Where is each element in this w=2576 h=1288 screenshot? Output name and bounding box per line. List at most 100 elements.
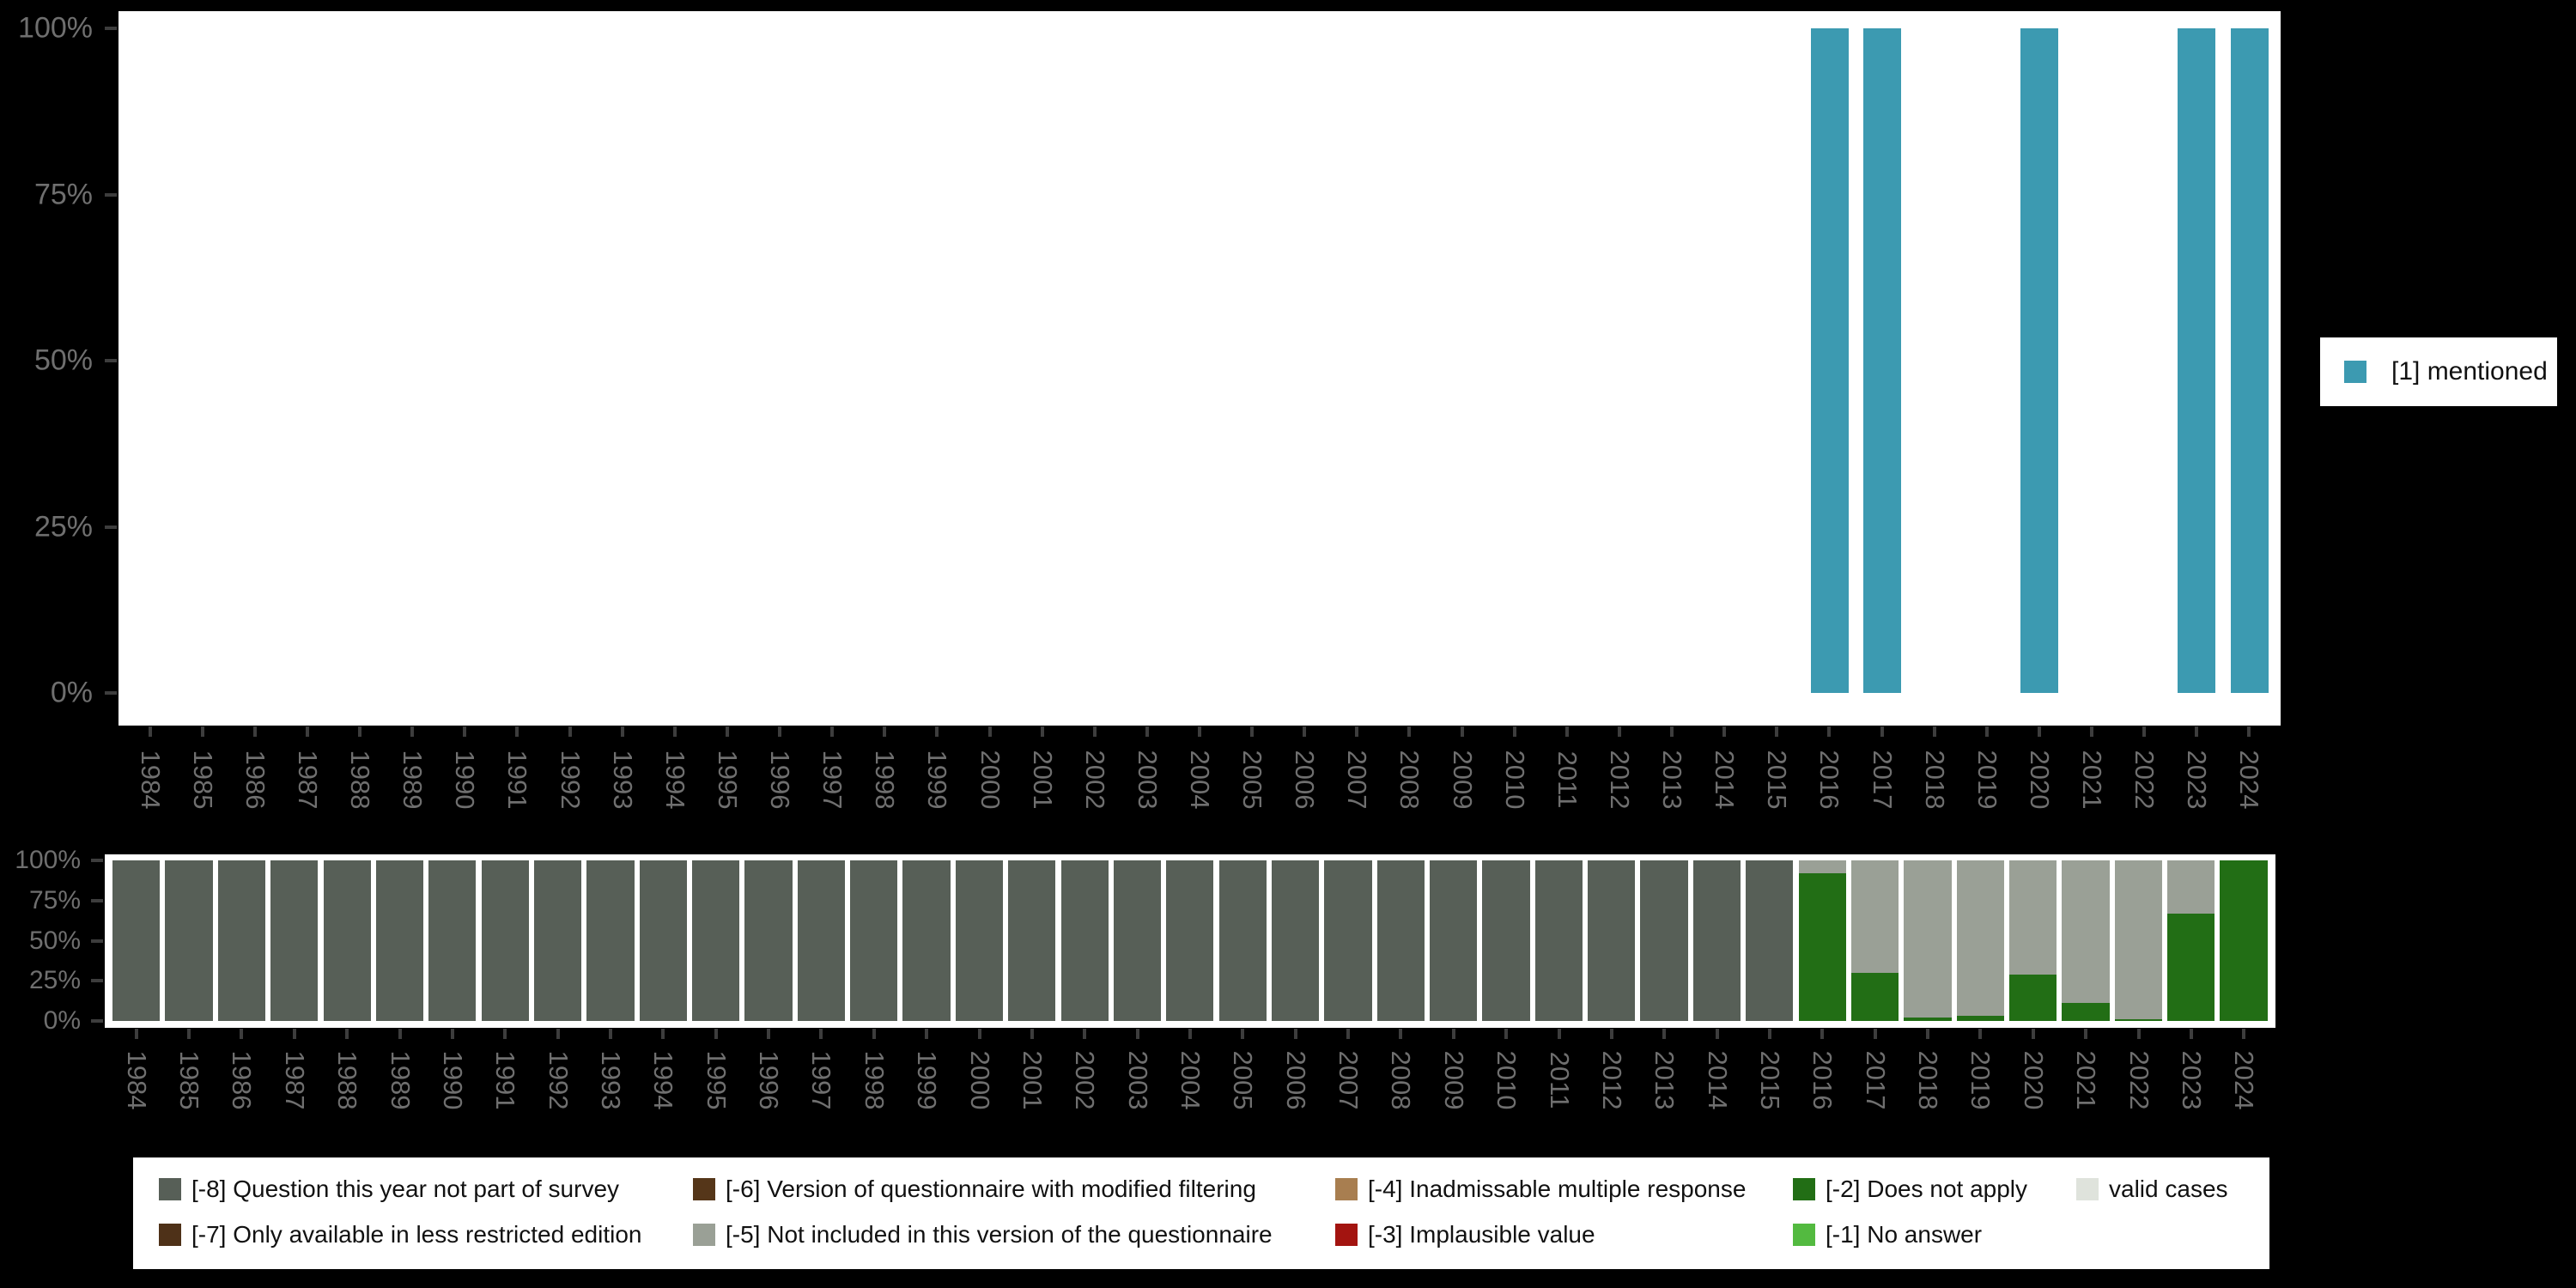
bar-slot-2006	[1279, 28, 1331, 693]
bar-slot-1992	[544, 28, 596, 693]
x-tick-mark-2008	[1407, 726, 1412, 737]
stacked-bar-2005	[1218, 860, 1267, 1021]
x-tick-label-2011: 2011	[1552, 750, 1583, 809]
bar-2003-segment	[1113, 860, 1162, 1021]
bar-1995-segment	[692, 860, 740, 1021]
stacked-bar-1989	[375, 860, 424, 1021]
stacked-bar-2012	[1588, 860, 1636, 1021]
bar-1986-segment	[217, 860, 265, 1021]
stacked-bar-slot-1995	[690, 860, 742, 1021]
x-tick-mark-1990	[450, 1029, 454, 1039]
x-tick-mark-1996	[767, 1029, 771, 1039]
stacked-bar-1996	[744, 860, 793, 1021]
bar-slot-1996	[754, 28, 806, 693]
bar-2013-segment	[1640, 860, 1688, 1021]
x-tick-mark-2024	[2242, 1029, 2246, 1039]
bar-2017-segment	[1850, 972, 1899, 1021]
x-tick-mark-1993	[608, 1029, 612, 1039]
x-tick-label-2022: 2022	[2129, 750, 2160, 810]
legend-swatch--3	[1335, 1224, 1358, 1246]
bar-1992-segment	[533, 860, 582, 1021]
legend-label: [-3] Implausible value	[1368, 1221, 1595, 1248]
x-tick-mark-2020	[2031, 1029, 2035, 1039]
stacked-bar-1992	[533, 860, 582, 1021]
y-tick-label-50: 50%	[28, 926, 81, 955]
x-tick-mark-2004	[1198, 726, 1201, 737]
bar-2023	[2178, 28, 2216, 693]
bar-slot-2003	[1121, 28, 1173, 693]
bar-1999-segment	[902, 860, 951, 1021]
x-tick-label-2005: 2005	[1228, 1050, 1259, 1110]
x-tick-label-2020: 2020	[2018, 1050, 2049, 1110]
stacked-bar-2004	[1166, 860, 1214, 1021]
bottom-chart-panel	[105, 854, 2275, 1028]
bar-2022-segment	[2114, 1019, 2162, 1021]
stacked-bar-slot-2003	[1111, 860, 1163, 1021]
x-tick-label-2010: 2010	[1492, 1050, 1522, 1110]
x-tick-label-2016: 2016	[1807, 1050, 1838, 1110]
x-tick-mark-1991	[515, 726, 519, 737]
x-tick-label-1988: 1988	[332, 1050, 363, 1110]
x-tick-mark-2015	[1768, 1029, 1772, 1039]
stacked-bar-slot-2009	[1427, 860, 1479, 1021]
stacked-bar-slot-2020	[2007, 860, 2059, 1021]
x-tick-label-1996: 1996	[754, 1050, 785, 1110]
x-tick-label-1993: 1993	[607, 750, 638, 810]
x-tick-label-1990: 1990	[450, 750, 481, 810]
x-tick-mark-2009	[1451, 1029, 1455, 1039]
bar-2015-segment	[1746, 860, 1794, 1021]
x-tick-mark-2003	[1145, 726, 1149, 737]
stacked-bar-1990	[428, 860, 477, 1021]
bar-slot-1988	[334, 28, 386, 693]
bar-slot-1984	[124, 28, 176, 693]
x-tick-mark-2002	[1092, 726, 1097, 737]
stacked-bar-slot-2000	[953, 860, 1005, 1021]
x-tick-mark-1994	[672, 726, 677, 737]
top-chart-panel	[118, 11, 2281, 726]
bar-2014-segment	[1692, 860, 1741, 1021]
bar-1991-segment	[481, 860, 529, 1021]
y-tick-mark	[91, 898, 103, 902]
bar-2016-segment	[1798, 860, 1846, 873]
x-tick-label-2014: 2014	[1710, 750, 1741, 810]
x-tick-label-1995: 1995	[712, 750, 743, 810]
stacked-bar-2021	[2062, 860, 2110, 1021]
x-tick-mark-2006	[1293, 1029, 1297, 1039]
x-tick-mark-1989	[398, 1029, 402, 1039]
top-chart-plot-region	[124, 28, 2275, 693]
x-tick-mark-1985	[200, 726, 204, 737]
bar-2022-segment	[2114, 860, 2162, 1020]
x-tick-label-2010: 2010	[1499, 750, 1530, 810]
x-tick-mark-2014	[1715, 1029, 1719, 1039]
bar-slot-2009	[1436, 28, 1488, 693]
stacked-bar-1998	[850, 860, 898, 1021]
x-tick-mark-2017	[1873, 1029, 1877, 1039]
x-tick-mark-2009	[1460, 726, 1464, 737]
bar-slot-2000	[963, 28, 1016, 693]
y-tick-mark	[105, 525, 117, 529]
bar-2005-segment	[1218, 860, 1267, 1021]
bar-slot-1986	[228, 28, 281, 693]
x-tick-mark-2016	[1827, 726, 1832, 737]
stacked-bar-slot-2015	[1743, 860, 1795, 1021]
x-tick-mark-2012	[1617, 726, 1621, 737]
x-tick-mark-1988	[345, 1029, 349, 1039]
x-tick-label-2019: 2019	[1965, 1050, 1996, 1110]
x-tick-mark-1995	[714, 1029, 718, 1039]
x-tick-label-2009: 2009	[1438, 1050, 1469, 1110]
stacked-bar-1984	[112, 860, 161, 1021]
stacked-bar-slot-2021	[2059, 860, 2111, 1021]
x-tick-mark-1991	[503, 1029, 507, 1039]
x-tick-mark-2003	[1135, 1029, 1139, 1039]
stacked-bar-slot-2004	[1163, 860, 1216, 1021]
x-tick-mark-1992	[568, 726, 572, 737]
x-tick-mark-1995	[725, 726, 729, 737]
bar-slot-1998	[859, 28, 911, 693]
stacked-bar-slot-2019	[1954, 860, 2007, 1021]
y-tick-label-75: 75%	[28, 885, 81, 914]
legend-swatch-valid cases	[2076, 1178, 2099, 1200]
x-tick-mark-2021	[2090, 726, 2094, 737]
x-tick-mark-2005	[1241, 1029, 1245, 1039]
bar-slot-2001	[1016, 28, 1068, 693]
x-tick-mark-1990	[463, 726, 467, 737]
